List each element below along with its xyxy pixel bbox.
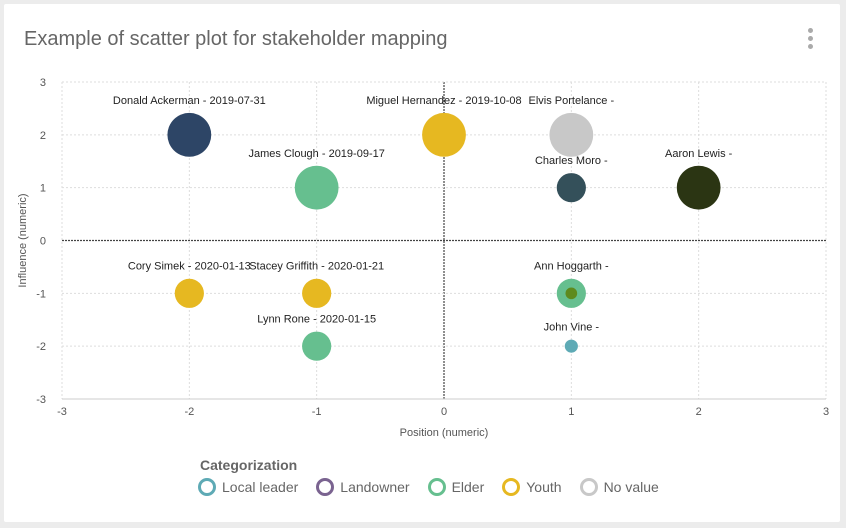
y-tick-label: -2 bbox=[36, 341, 46, 353]
data-label: James Clough - 2019-09-17 bbox=[248, 148, 384, 160]
legend-label: No value bbox=[603, 479, 659, 495]
y-tick-label: 1 bbox=[40, 183, 46, 195]
data-label: Ann Hoggarth - bbox=[534, 261, 609, 273]
data-point[interactable] bbox=[167, 112, 212, 157]
legend-marker-icon bbox=[316, 478, 335, 496]
y-tick-label: -1 bbox=[36, 288, 46, 300]
data-label: Donald Ackerman - 2019-07-31 bbox=[113, 95, 266, 107]
y-axis-label: Influence (numeric) bbox=[17, 193, 29, 287]
legend-marker-icon bbox=[579, 478, 598, 496]
data-point[interactable] bbox=[422, 112, 466, 157]
data-point[interactable] bbox=[302, 278, 332, 308]
data-label: Cory Simek - 2020-01-13 bbox=[128, 261, 251, 273]
data-label: Lynn Rone - 2020-01-15 bbox=[257, 314, 376, 326]
data-point[interactable] bbox=[556, 173, 586, 203]
legend-marker-icon bbox=[198, 478, 216, 496]
x-tick-label: -3 bbox=[57, 406, 67, 418]
x-tick-label: 3 bbox=[823, 406, 829, 418]
legend-marker-icon bbox=[427, 478, 446, 496]
legend-item[interactable]: Elder bbox=[427, 478, 485, 496]
legend-item[interactable]: No value bbox=[579, 478, 659, 496]
legend-item[interactable]: Landowner bbox=[316, 478, 410, 496]
chart-card: Example of scatter plot for stakeholder … bbox=[4, 4, 840, 522]
x-tick-label: 2 bbox=[696, 406, 702, 418]
data-point[interactable] bbox=[565, 287, 578, 300]
data-label: Aaron Lewis - bbox=[665, 148, 733, 160]
y-tick-label: -3 bbox=[36, 394, 46, 406]
x-axis-label: Position (numeric) bbox=[400, 427, 489, 439]
data-label: Elvis Portelance - bbox=[529, 95, 615, 107]
data-point[interactable] bbox=[549, 112, 594, 157]
data-label: Miguel Hernandez - 2019-10-08 bbox=[366, 95, 521, 107]
data-label: Stacey Griffith - 2020-01-21 bbox=[249, 261, 384, 273]
legend-item[interactable]: Youth bbox=[502, 478, 562, 496]
x-tick-label: -1 bbox=[312, 406, 322, 418]
legend: Local leader Landowner Elder Youth No value bbox=[198, 478, 659, 496]
x-tick-label: 0 bbox=[441, 406, 447, 418]
legend-label: Youth bbox=[526, 479, 562, 495]
legend-item[interactable]: Local leader bbox=[198, 478, 298, 496]
more-vertical-icon[interactable] bbox=[808, 28, 814, 49]
y-tick-label: 2 bbox=[40, 130, 46, 142]
legend-label: Landowner bbox=[340, 479, 410, 495]
x-tick-label: -2 bbox=[184, 406, 194, 418]
legend-label: Elder bbox=[451, 479, 485, 495]
x-tick-label: 1 bbox=[568, 406, 574, 418]
data-label: Charles Moro - bbox=[535, 155, 608, 167]
data-label: John Vine - bbox=[544, 322, 600, 334]
data-point[interactable] bbox=[294, 165, 339, 210]
chart-title: Example of scatter plot for stakeholder … bbox=[24, 28, 448, 50]
y-tick-label: 0 bbox=[40, 236, 46, 248]
data-point[interactable] bbox=[676, 165, 721, 210]
data-point[interactable] bbox=[174, 278, 204, 308]
data-point[interactable] bbox=[302, 331, 332, 361]
legend-marker-icon bbox=[502, 478, 521, 496]
y-tick-label: 3 bbox=[40, 77, 46, 89]
legend-title: Categorization bbox=[200, 457, 298, 473]
data-point[interactable] bbox=[564, 339, 578, 353]
legend-label: Local leader bbox=[222, 479, 299, 495]
